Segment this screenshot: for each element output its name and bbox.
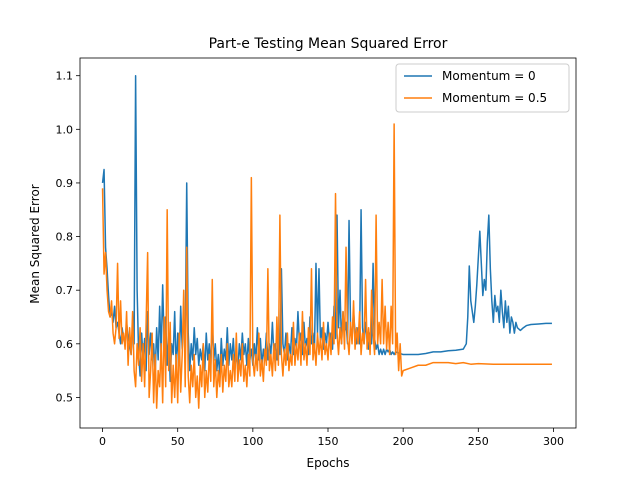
y-tick-label: 1.1 bbox=[56, 70, 74, 83]
y-axis: 0.5 0.6 0.7 0.8 0.9 1.0 1.1 bbox=[56, 70, 80, 404]
x-tick-label: 50 bbox=[171, 435, 185, 448]
x-axis: 0 50 100 150 200 250 300 bbox=[99, 428, 564, 448]
y-tick-label: 0.8 bbox=[56, 231, 74, 244]
legend-label: Momentum = 0.5 bbox=[442, 91, 547, 105]
series-line-2 bbox=[101, 123, 552, 409]
x-tick-label: 300 bbox=[543, 435, 564, 448]
legend-label: Momentum = 0 bbox=[442, 69, 536, 83]
x-tick-label: 150 bbox=[318, 435, 339, 448]
y-tick-label: 0.5 bbox=[56, 391, 74, 404]
y-axis-label: Mean Squared Error bbox=[28, 184, 42, 304]
y-tick-label: 0.6 bbox=[56, 338, 74, 351]
y-tick-label: 1.0 bbox=[56, 123, 74, 136]
legend: Momentum = 0 Momentum = 0.5 bbox=[395, 63, 570, 113]
x-tick-label: 0 bbox=[99, 435, 106, 448]
chart-title: Part-e Testing Mean Squared Error bbox=[209, 36, 448, 52]
x-tick-label: 200 bbox=[393, 435, 414, 448]
x-tick-label: 100 bbox=[242, 435, 263, 448]
x-tick-label: 250 bbox=[468, 435, 489, 448]
y-tick-label: 0.7 bbox=[56, 284, 74, 297]
legend-box bbox=[395, 63, 570, 113]
y-tick-label: 0.9 bbox=[56, 177, 74, 190]
x-axis-label: Epochs bbox=[307, 456, 350, 470]
